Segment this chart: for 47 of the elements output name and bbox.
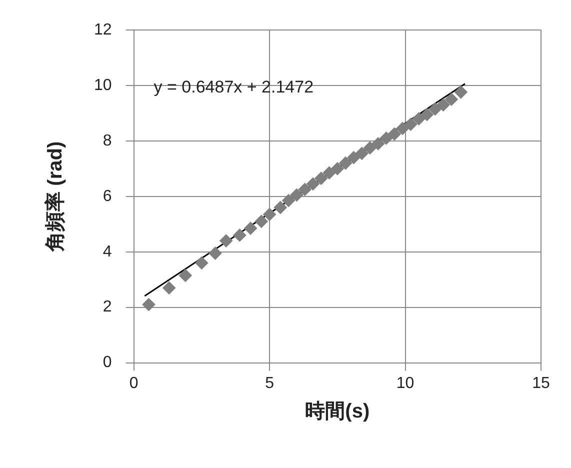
point <box>388 128 401 140</box>
point <box>274 200 287 214</box>
point <box>208 246 222 260</box>
x-tick-label: 10 <box>396 374 414 392</box>
point <box>355 146 368 160</box>
y-tick-label: 10 <box>94 76 112 94</box>
point <box>380 132 393 145</box>
y-tick-label: 2 <box>102 298 112 316</box>
point <box>244 222 258 235</box>
point <box>396 122 410 135</box>
point <box>412 112 426 126</box>
point <box>372 137 385 150</box>
point <box>290 188 304 202</box>
annotation: y = 0.6487x + 2.1472 <box>154 78 314 97</box>
point <box>254 214 268 228</box>
point <box>162 281 176 294</box>
point <box>142 298 156 312</box>
y-axis-title: 角頻率 (rad) <box>44 141 67 252</box>
point <box>282 194 296 208</box>
point <box>428 102 442 116</box>
y-tick-label: 0 <box>102 354 112 372</box>
point <box>314 172 328 185</box>
x-tick-label: 5 <box>265 374 274 392</box>
point <box>420 108 434 122</box>
x-tick-label: 15 <box>532 374 550 392</box>
point <box>436 98 450 112</box>
point <box>195 256 208 270</box>
point <box>330 162 344 176</box>
point <box>263 208 276 221</box>
point <box>339 156 352 170</box>
point <box>178 268 192 282</box>
x-tick-label: 0 <box>129 374 138 392</box>
point <box>363 141 376 154</box>
y-tick-label: 4 <box>102 243 112 260</box>
point <box>220 234 233 248</box>
point <box>298 182 312 196</box>
point <box>233 228 246 242</box>
y-tick-label: 6 <box>102 188 112 205</box>
point <box>347 151 360 164</box>
point <box>454 86 468 99</box>
point <box>404 118 418 131</box>
y-tick-label: 12 <box>94 21 112 38</box>
point <box>322 166 336 180</box>
x-axis-title: 時間(s) <box>305 400 370 423</box>
y-tick-label: 8 <box>102 132 112 150</box>
point <box>444 92 458 106</box>
point <box>306 177 320 190</box>
